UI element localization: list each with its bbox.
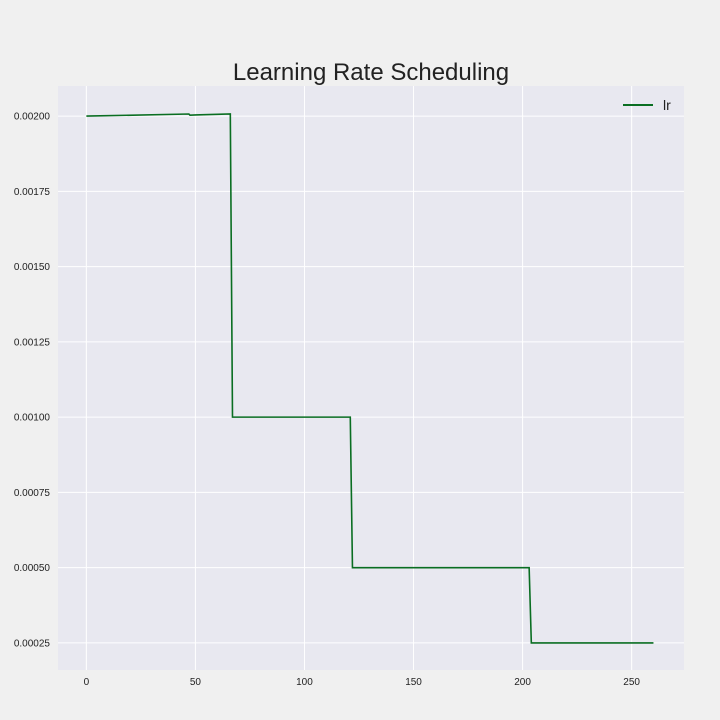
x-tick-label: 50 [190, 677, 202, 688]
y-tick-label: 0.00100 [14, 413, 51, 424]
chart-title: Learning Rate Scheduling [233, 59, 509, 86]
x-tick-label: 0 [84, 677, 90, 688]
legend-label-lr: lr [663, 97, 671, 113]
y-tick-label: 0.00050 [14, 563, 51, 574]
x-tick-label: 250 [623, 677, 640, 688]
x-tick-label: 100 [296, 677, 313, 688]
y-axis: 0.00025 0.00050 0.00075 0.00100 0.00125 0.001… [14, 112, 51, 650]
y-tick-label: 0.00175 [14, 187, 51, 198]
x-tick-label: 150 [405, 677, 422, 688]
y-tick-label: 0.00075 [14, 488, 51, 499]
y-tick-label: 0.00150 [14, 262, 51, 273]
plot-area [58, 86, 684, 670]
x-tick-label: 200 [514, 677, 531, 688]
series-layer [86, 113, 654, 644]
series-line-lr [86, 113, 654, 644]
y-tick-label: 0.00025 [14, 638, 51, 649]
x-axis: 0 50 100 150 200 250 [84, 677, 641, 688]
legend: lr [623, 97, 671, 113]
y-tick-label: 0.00200 [14, 112, 51, 123]
y-tick-label: 0.00125 [14, 337, 51, 348]
grid-lines [58, 86, 684, 670]
